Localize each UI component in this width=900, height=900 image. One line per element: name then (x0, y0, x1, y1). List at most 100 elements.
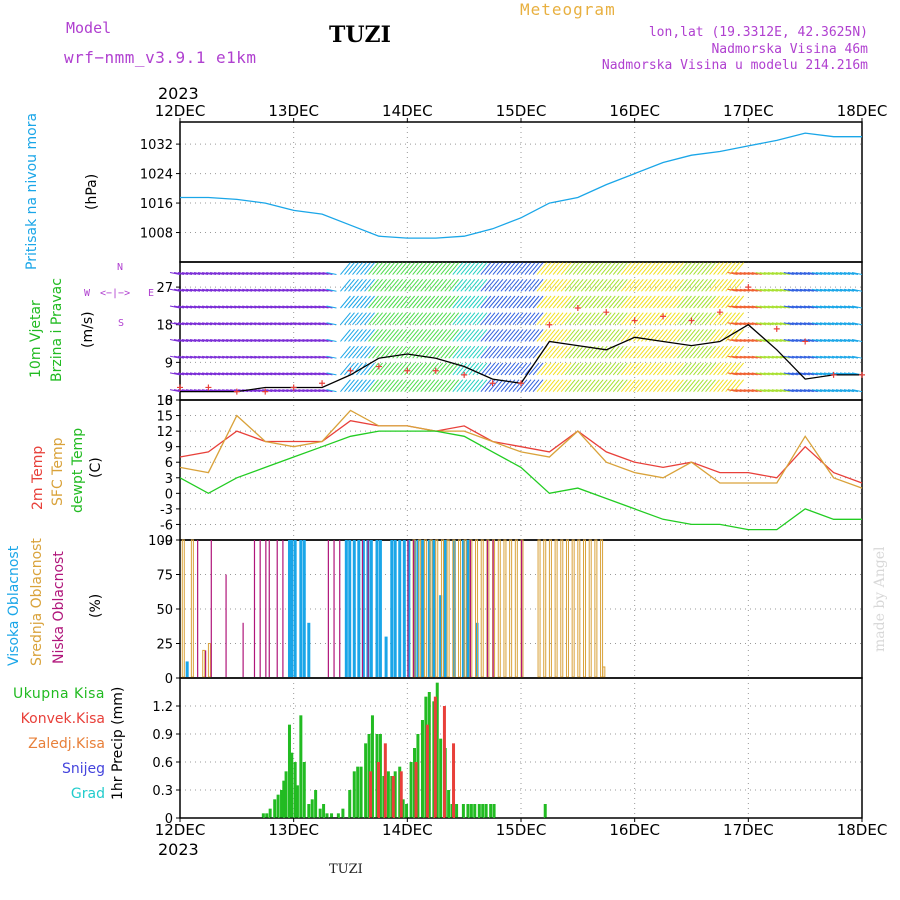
wind-barb (677, 312, 688, 326)
wind-barb (388, 329, 399, 342)
wind-barb (556, 262, 568, 275)
total-precip-bar (469, 804, 473, 818)
wind-barb (302, 288, 313, 292)
wind-barb (254, 372, 265, 376)
y-tick-label: 15 (156, 410, 173, 425)
wind-barb (548, 329, 560, 342)
wind-barb (376, 362, 387, 376)
wind-barb (408, 278, 420, 292)
wind-barb (306, 272, 317, 276)
wind-barb (492, 345, 504, 359)
wind-barb (596, 379, 608, 392)
wind-barb (697, 295, 708, 309)
wind-barb (278, 372, 289, 376)
wind-barb (771, 355, 782, 359)
wind-barb (657, 312, 668, 326)
wind-barb (576, 312, 588, 326)
total-precip-bar (370, 715, 374, 818)
wind-barb (310, 389, 321, 393)
wind-barb (612, 262, 624, 275)
wind-barb (408, 312, 420, 326)
wind-barb (294, 305, 305, 309)
wind-barb (560, 329, 572, 342)
total-precip-bar (322, 804, 326, 818)
wind-label-1: 10m Vjetar (28, 300, 44, 378)
wind-barb (412, 345, 424, 359)
wind-barb (540, 312, 552, 326)
wind-barb (254, 288, 265, 292)
wind-barb (452, 362, 464, 376)
total-precip-bar (386, 771, 390, 818)
model-name: wrf−nmm_v3.9.1 e1km (64, 48, 257, 67)
wind-barb (238, 305, 249, 309)
wind-barb (380, 312, 391, 326)
wind-barb (636, 345, 648, 359)
mid-cloud-bar (207, 643, 211, 678)
wind-barb (552, 379, 564, 392)
wind-barb (364, 312, 375, 326)
wind-barb (640, 362, 652, 376)
wind-barb (436, 312, 448, 326)
wind-barb (318, 338, 329, 342)
wind-barb (206, 305, 217, 309)
wind-barb (476, 345, 488, 359)
wind-barb (286, 288, 297, 292)
wind-barb (693, 278, 704, 292)
wind-barb (286, 372, 297, 376)
y-tick-label: 18 (156, 319, 173, 334)
wind-barb (733, 345, 745, 359)
wind-barb (420, 362, 432, 376)
y-tick-label: 1016 (140, 197, 173, 212)
wind-barb (185, 272, 197, 276)
wind-barb (584, 262, 596, 275)
wind-barb (181, 372, 193, 376)
y-tick-label: 100 (148, 534, 173, 549)
wind-barb (456, 362, 468, 376)
wind-barb (604, 278, 616, 292)
wind-barb (480, 379, 492, 392)
wind-barb (408, 379, 420, 392)
wind-barb (348, 345, 359, 359)
wind-barb (596, 345, 608, 359)
wind-barb (743, 389, 754, 393)
wind-barb (376, 345, 387, 359)
wind-barb (173, 288, 185, 292)
wind-barb (588, 362, 600, 376)
wind-gust-marker (660, 313, 667, 320)
wind-barb (348, 312, 359, 326)
wind-barb (218, 305, 229, 309)
wind-barb (254, 305, 265, 309)
wind-barb (733, 278, 745, 292)
wind-barb (173, 272, 185, 276)
wind-barb (218, 372, 229, 376)
mid-cloud-label: Srednja Oblacnost (29, 538, 45, 666)
wind-barb (356, 295, 367, 309)
wind-barb (616, 329, 628, 342)
low-cloud-bar (276, 540, 278, 677)
wind-barb (504, 262, 516, 275)
wind-barb (648, 295, 660, 309)
wind-barb (169, 288, 181, 292)
wind-barb (496, 345, 508, 359)
wind-barb (246, 288, 257, 292)
wind-barb (468, 329, 480, 342)
wind-barb (588, 295, 600, 309)
wind-barb (500, 262, 512, 275)
wind-barb (636, 312, 648, 326)
wind-barb (717, 329, 728, 342)
total-precip-bar (295, 785, 299, 818)
wind-barb (448, 345, 460, 359)
wind-barb (727, 322, 738, 326)
wind-barb (763, 322, 774, 326)
wind-barb (258, 322, 269, 326)
wind-barb (440, 362, 452, 376)
wind-barb (197, 338, 209, 342)
wind-barb (644, 295, 656, 309)
wind-barb (763, 372, 774, 376)
wind-barb (226, 338, 237, 342)
wind-barb (763, 288, 774, 292)
wind-barb (628, 362, 640, 376)
wind-barb (701, 262, 712, 275)
wind-barb (536, 295, 548, 309)
wind-barb (811, 322, 822, 326)
